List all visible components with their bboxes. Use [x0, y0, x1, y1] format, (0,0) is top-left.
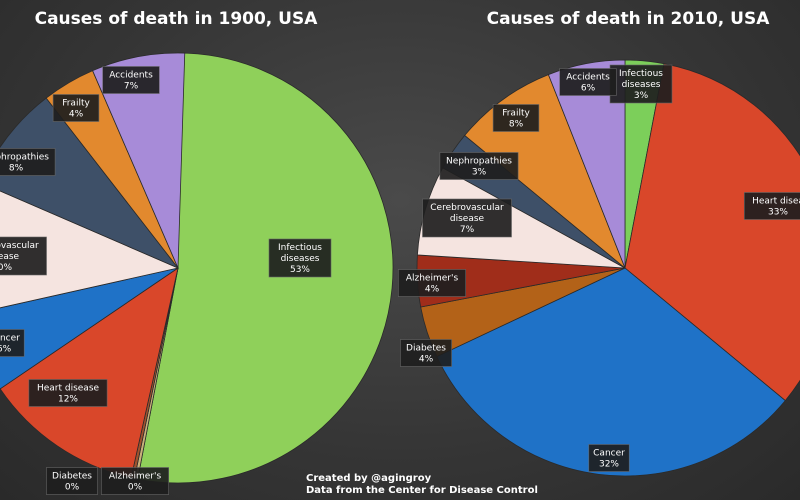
label-line: 12% [58, 395, 78, 405]
label-line: Cancer [0, 334, 20, 344]
label-box [400, 339, 452, 367]
slice-label-alzheimer-s: Alzheimer's0% [101, 467, 170, 495]
label-line: disease [450, 214, 485, 224]
label-line: Alzheimer's [406, 274, 459, 284]
label-box [46, 467, 98, 495]
chart-title-1900: Causes of death in 1900, USA [35, 9, 319, 29]
slice-heart-disease [624, 63, 800, 402]
label-line: 53% [290, 265, 310, 275]
label-line: Nephropathies [446, 157, 512, 167]
label-line: 7% [124, 82, 139, 92]
label-box [0, 236, 47, 276]
label-box [0, 148, 56, 176]
slice-nephropathies [0, 97, 179, 269]
labels-1900: Infectiousdiseases53%Alzheimer's0%Diabet… [0, 66, 332, 495]
label-line: Diabetes [406, 344, 446, 354]
credit: Created by @agingroy Data from the Cente… [306, 473, 538, 497]
label-line: Frailty [502, 109, 530, 119]
label-box [28, 379, 108, 407]
label-line: Diabetes [52, 472, 92, 482]
label-box [609, 64, 673, 104]
label-line: 3% [634, 91, 649, 101]
label-line: Infectious [619, 69, 663, 79]
label-line: Frailty [62, 99, 90, 109]
label-line: Heart disease [37, 384, 100, 394]
credit-author: Created by @agingroy [306, 473, 432, 484]
chart-title-2010: Causes of death in 2010, USA [487, 9, 771, 29]
label-line: 0% [65, 483, 80, 493]
label-line: 32% [599, 460, 619, 470]
label-line: 4% [425, 285, 440, 295]
pie-chart-2010: Causes of death in 2010, USA Infectiousd… [397, 9, 800, 477]
slice-label-alzheimer-s: Alzheimer's4% [397, 269, 466, 297]
label-box [559, 68, 617, 96]
pie-chart-1900: Causes of death in 1900, USA Infectiousd… [0, 9, 394, 495]
label-line: 8% [509, 120, 524, 130]
slices-2010 [416, 59, 800, 477]
label-box [0, 329, 25, 357]
label-box [743, 192, 800, 220]
label-box [439, 152, 519, 180]
label-line: 6% [0, 345, 12, 355]
label-box [52, 94, 100, 122]
label-line: Alzheimer's [109, 472, 162, 482]
slice-label-cerebrovascular-disease: Cerebrovasculardisease10% [0, 236, 47, 276]
label-line: 0% [128, 483, 143, 493]
label-line: Nephropathies [0, 153, 49, 163]
slice-accidents [547, 59, 626, 269]
label-box [101, 467, 170, 495]
label-box [268, 238, 332, 278]
label-line: diseases [281, 254, 320, 264]
label-line: disease [0, 252, 20, 262]
slice-cerebrovascular-disease [0, 190, 180, 309]
label-box [588, 444, 630, 472]
slice-cancer [436, 267, 786, 477]
label-line: Cancer [593, 449, 625, 459]
slice-label-cancer: Cancer6% [0, 329, 25, 357]
label-line: diseases [622, 80, 661, 90]
label-line: 33% [768, 208, 788, 218]
label-line: Infectious [278, 243, 322, 253]
label-line: 4% [69, 110, 84, 120]
label-line: 3% [472, 168, 487, 178]
label-line: 10% [0, 263, 12, 273]
label-line: Cerebrovascular [430, 203, 504, 213]
slice-infectious-diseases [137, 52, 394, 484]
label-line: 8% [9, 164, 24, 174]
slice-label-nephropathies: Nephropathies8% [0, 148, 56, 176]
label-box [422, 198, 512, 238]
label-line: 4% [419, 355, 434, 365]
label-box [492, 104, 540, 132]
label-box [397, 269, 466, 297]
credit-source: Data from the Center for Disease Control [306, 485, 538, 496]
slice-accidents [92, 52, 186, 269]
label-line: Heart disea [752, 197, 800, 207]
label-line: Accidents [566, 73, 610, 83]
label-line: Cerebrovascular [0, 241, 39, 251]
label-line: 6% [581, 84, 596, 94]
label-box [102, 66, 160, 94]
label-line: Accidents [109, 71, 153, 81]
label-line: 7% [460, 225, 475, 235]
